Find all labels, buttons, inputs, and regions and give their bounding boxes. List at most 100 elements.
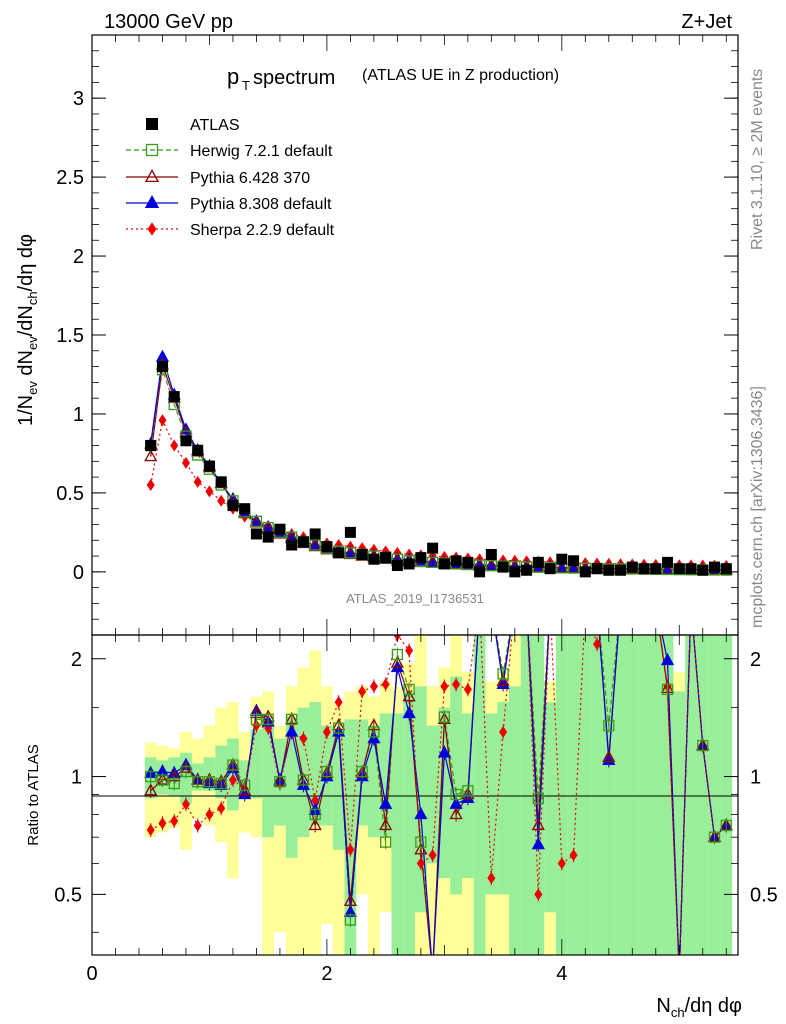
main-ytick-label: 1	[73, 404, 84, 426]
main-point	[532, 556, 544, 568]
ratio-point	[308, 818, 322, 831]
ratio-point	[381, 678, 390, 691]
ratio-ytick-label: 1	[71, 767, 82, 789]
plot-title-sub: T	[242, 78, 250, 93]
plot-title-p: p	[227, 64, 239, 89]
legend: ATLAS Herwig 7.2.1 default Pythia 6.428 37…	[126, 117, 335, 239]
ratio-point	[368, 726, 380, 738]
ratio-point	[708, 831, 721, 843]
ratio-point	[309, 808, 321, 821]
stat-band	[438, 707, 451, 879]
ratio-point	[193, 819, 202, 832]
ratio-ylabel: Ratio to ATLAS	[25, 744, 42, 845]
stat-band	[344, 719, 357, 955]
ratio-point	[414, 842, 428, 855]
main-series-line	[150, 369, 727, 571]
main-point	[193, 475, 202, 488]
ratio-point	[334, 696, 343, 709]
ratio-point	[497, 668, 509, 680]
ratio-point	[205, 808, 214, 821]
main-ytick-label: 0	[73, 562, 84, 584]
main-point	[344, 547, 357, 559]
ratio-point	[438, 711, 451, 723]
stat-band	[673, 691, 686, 955]
header-process: Z+Jet	[681, 11, 732, 33]
ratio-point	[416, 857, 425, 870]
main-point	[450, 555, 462, 567]
ratio-point	[158, 817, 167, 830]
main-point	[485, 560, 497, 572]
ratio-point	[215, 777, 227, 790]
ratio-point	[449, 807, 463, 820]
main-point	[391, 560, 403, 572]
main-point	[333, 547, 345, 559]
ratio-point	[156, 774, 169, 786]
ratio-point	[379, 836, 392, 848]
ratio-point	[414, 807, 428, 820]
main-point	[660, 562, 675, 575]
stat-band	[649, 635, 662, 955]
stat-band	[602, 635, 615, 955]
main-point	[521, 564, 533, 576]
ratio-point	[602, 749, 616, 762]
stat-band	[638, 635, 650, 955]
ratio-panel: 0.5 0.5 1 1 2 2 0 2 4 Ratio to ATLAS Nch/dη dφ	[25, 634, 778, 1020]
ratio-point	[391, 648, 404, 661]
legend-label: Pythia 6.428 370	[190, 170, 310, 187]
ratio-point	[531, 818, 545, 831]
ratio-point	[239, 779, 251, 791]
ratio-point	[487, 872, 496, 885]
ratio-xlabel: Nch/dη dφ	[656, 995, 742, 1020]
ratio-point	[250, 713, 263, 726]
ratio-point	[203, 776, 216, 788]
ratio-point	[428, 849, 437, 862]
ratio-series-line	[150, 635, 727, 955]
ratio-point	[402, 689, 416, 702]
ratio-point	[415, 836, 427, 848]
stat-band	[473, 635, 486, 955]
ratio-ytick-label-right: 1	[750, 767, 761, 789]
main-point	[556, 553, 568, 565]
main-point	[286, 539, 298, 551]
stat-band	[696, 635, 709, 955]
main-axis-ticks: 0 0.5 1 1.5 2 2.5 3	[56, 35, 738, 635]
main-point	[262, 531, 274, 543]
main-point	[673, 563, 685, 575]
ratio-point	[274, 776, 286, 788]
main-point	[638, 563, 650, 575]
legend-marker	[144, 195, 160, 209]
mcplots-label: mcplots.cern.ch [arXiv:1306.3436]	[749, 386, 766, 628]
main-ylabel: 1/Nev dNev/dNch/dη dφ	[15, 234, 40, 426]
main-point	[380, 552, 392, 564]
main-point	[168, 391, 180, 403]
main-point	[144, 449, 158, 462]
ratio-series	[144, 635, 733, 955]
main-point	[344, 526, 356, 538]
ratio-point	[321, 765, 333, 778]
ratio-point	[379, 796, 393, 809]
stat-band	[332, 731, 345, 850]
ratio-point	[262, 713, 274, 726]
ratio-point	[463, 683, 472, 696]
ratio-point	[343, 893, 357, 906]
main-point	[685, 563, 697, 575]
ratio-ytick-label: 0.5	[54, 884, 82, 906]
analysis-watermark: ATLAS_2019_I1736531	[346, 591, 484, 606]
ratio-point	[180, 765, 192, 778]
main-point	[662, 556, 674, 568]
main-point	[485, 548, 497, 560]
ratio-point	[356, 765, 368, 778]
legend-label: ATLAS	[190, 117, 240, 134]
main-point	[205, 485, 214, 498]
main-series-line	[150, 356, 727, 571]
ratio-xtick-label: 4	[556, 963, 567, 985]
main-point	[497, 561, 509, 573]
main-point	[356, 548, 368, 560]
main-point	[250, 528, 262, 540]
ratio-point	[227, 759, 239, 771]
stat-band	[426, 725, 439, 864]
ratio-point	[461, 787, 475, 800]
main-point	[568, 555, 580, 567]
ratio-point	[402, 706, 416, 719]
